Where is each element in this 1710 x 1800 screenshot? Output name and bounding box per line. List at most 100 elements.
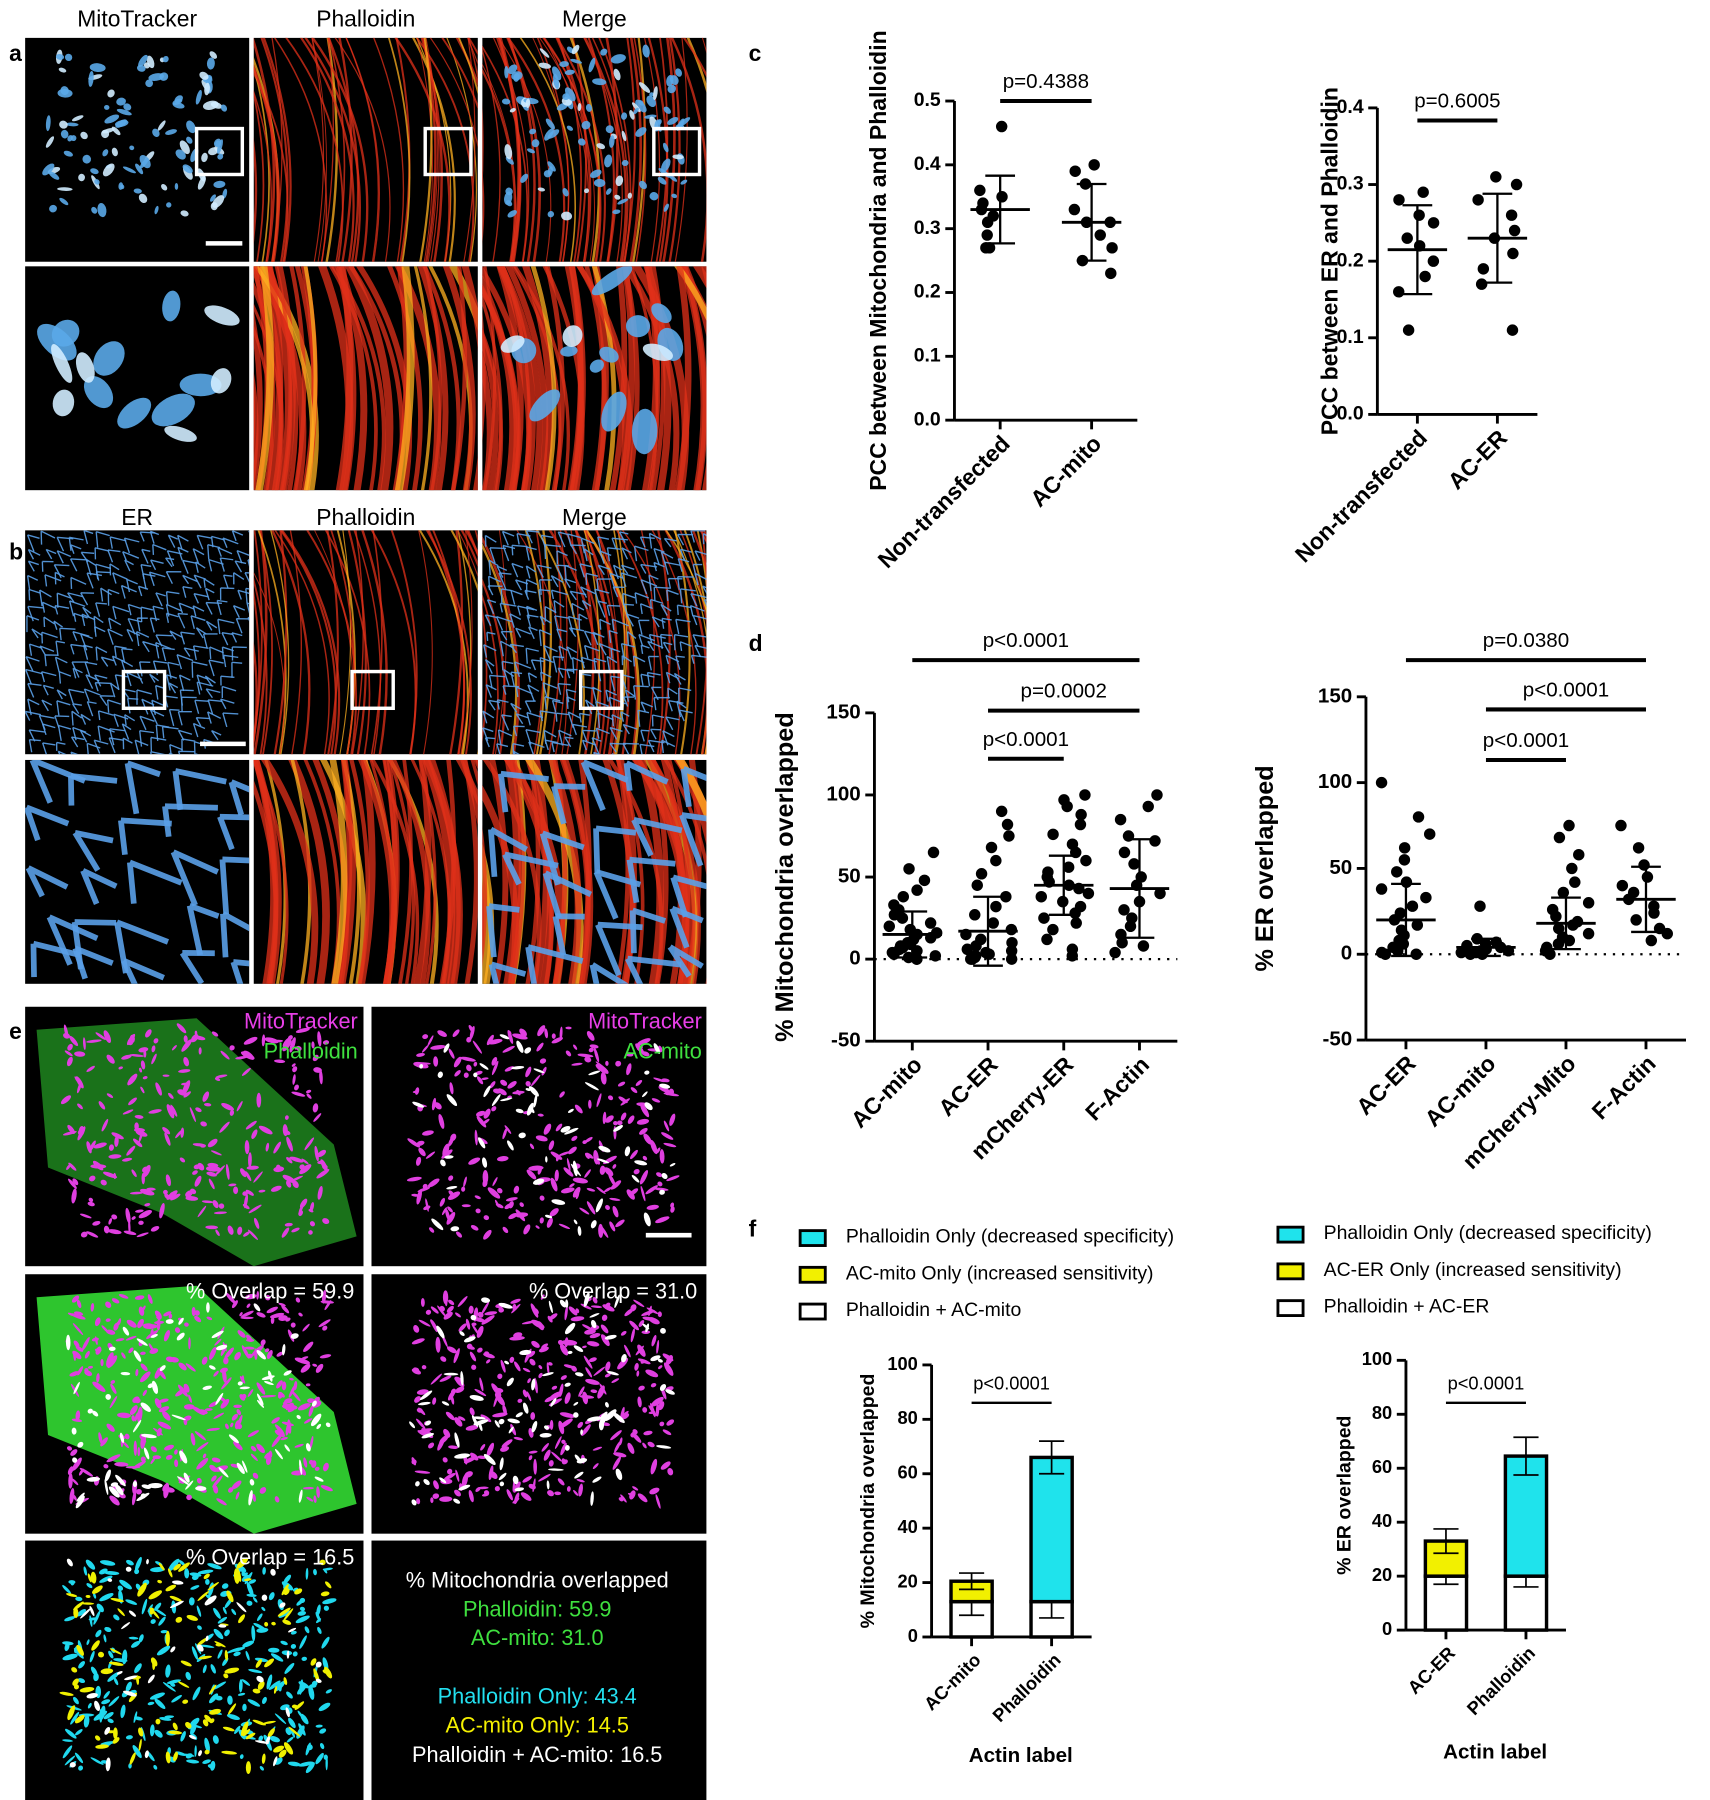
legend-swatch bbox=[798, 1229, 827, 1247]
label-spot bbox=[419, 1390, 433, 1401]
mitochondrion bbox=[511, 71, 523, 81]
mitochondrion bbox=[552, 66, 562, 81]
label-spot bbox=[559, 1344, 569, 1356]
er-tubule bbox=[676, 700, 687, 718]
actin-fiber bbox=[574, 530, 595, 755]
label-spot bbox=[209, 1708, 222, 1715]
label-spot bbox=[585, 1378, 600, 1385]
label-spot bbox=[72, 1323, 84, 1336]
mitochondrion bbox=[605, 188, 612, 195]
label-spot bbox=[66, 1558, 73, 1567]
label-spot bbox=[158, 1406, 170, 1413]
actin-fiber bbox=[609, 266, 628, 491]
actin-fiber bbox=[303, 266, 318, 491]
er-tubule bbox=[514, 661, 532, 678]
label-spot bbox=[248, 1152, 252, 1168]
label-spot bbox=[158, 1616, 166, 1626]
er-tubule bbox=[648, 532, 662, 549]
label-spot bbox=[137, 1582, 147, 1597]
label-spot bbox=[625, 1052, 634, 1057]
actin-fiber bbox=[273, 37, 328, 262]
label-spot bbox=[315, 1724, 323, 1728]
label-spot bbox=[151, 1380, 159, 1394]
label-spot bbox=[87, 1702, 92, 1709]
label-spot bbox=[261, 1034, 266, 1047]
label-spot bbox=[104, 1626, 112, 1633]
er-tubule bbox=[581, 599, 592, 610]
er-tubule bbox=[646, 671, 661, 687]
er-tubule bbox=[640, 563, 658, 574]
label-spot bbox=[470, 1225, 479, 1231]
label-spot bbox=[178, 1681, 190, 1688]
label-spot bbox=[535, 1135, 548, 1142]
data-point bbox=[981, 216, 994, 229]
er-tubule bbox=[597, 564, 611, 576]
label-spot bbox=[516, 1040, 524, 1053]
label-spot bbox=[104, 1469, 111, 1482]
label-spot bbox=[269, 1736, 281, 1743]
label-spot bbox=[286, 1736, 294, 1743]
label-spot bbox=[319, 1354, 332, 1359]
label-spot bbox=[432, 1397, 437, 1405]
label-spot bbox=[250, 1445, 257, 1452]
label-spot bbox=[416, 1052, 425, 1057]
er-tubule bbox=[73, 612, 88, 622]
label-spot bbox=[559, 1418, 573, 1429]
er-tubule bbox=[640, 644, 650, 654]
label-spot bbox=[192, 1170, 198, 1175]
mitochondrion bbox=[151, 393, 195, 427]
er-tubule bbox=[137, 585, 149, 597]
mitochondrion bbox=[577, 103, 582, 112]
er-tubule bbox=[183, 647, 199, 657]
roi-box bbox=[423, 126, 473, 177]
label-spot bbox=[297, 1710, 303, 1718]
label-spot bbox=[563, 1167, 574, 1177]
label-spot bbox=[75, 1345, 84, 1352]
er-tubule bbox=[121, 723, 132, 740]
label-spot bbox=[499, 1457, 504, 1471]
p-value: p<0.0001 bbox=[1448, 1372, 1525, 1393]
data-point bbox=[1544, 948, 1556, 960]
er-tubule bbox=[620, 572, 638, 588]
actin-fiber bbox=[270, 530, 290, 755]
label-spot bbox=[473, 1072, 478, 1078]
label-spot bbox=[154, 1608, 167, 1617]
actin-fiber bbox=[285, 37, 344, 262]
er-tubule bbox=[68, 600, 86, 617]
er-tubule bbox=[483, 644, 497, 658]
label-spot bbox=[568, 1306, 578, 1316]
label-spot bbox=[588, 1047, 594, 1053]
data-point bbox=[1109, 946, 1121, 959]
label-spot bbox=[68, 1580, 76, 1584]
label-spot bbox=[227, 1703, 237, 1715]
label-spot bbox=[191, 1306, 196, 1317]
er-tubule bbox=[232, 605, 246, 618]
label-spot bbox=[439, 1477, 447, 1484]
label-spot bbox=[285, 1317, 291, 1322]
data-point bbox=[1041, 933, 1053, 946]
label-spot bbox=[105, 1393, 111, 1400]
mitochondrion bbox=[560, 345, 578, 357]
label-spot bbox=[242, 1460, 248, 1473]
actin-fiber bbox=[304, 37, 361, 262]
label-spot bbox=[315, 1678, 322, 1683]
label-spot bbox=[475, 1486, 481, 1492]
label-spot bbox=[138, 1738, 142, 1752]
label-spot bbox=[142, 1389, 147, 1396]
label-spot bbox=[189, 1572, 202, 1577]
label-spot bbox=[188, 1337, 191, 1350]
mitochondrion bbox=[638, 82, 651, 93]
label-spot bbox=[127, 1073, 138, 1086]
roi-box bbox=[652, 126, 702, 177]
label-spot bbox=[203, 1102, 212, 1107]
label-spot bbox=[210, 1150, 222, 1156]
label-spot bbox=[94, 1317, 101, 1327]
label-spot bbox=[64, 1755, 76, 1766]
er-tubule bbox=[193, 574, 206, 589]
actin-fiber bbox=[563, 530, 606, 755]
er-tubule bbox=[26, 534, 40, 552]
er-tubule bbox=[95, 602, 107, 617]
label-spot bbox=[419, 1063, 424, 1069]
label-spot bbox=[188, 1394, 193, 1403]
label-spot bbox=[281, 1304, 290, 1314]
